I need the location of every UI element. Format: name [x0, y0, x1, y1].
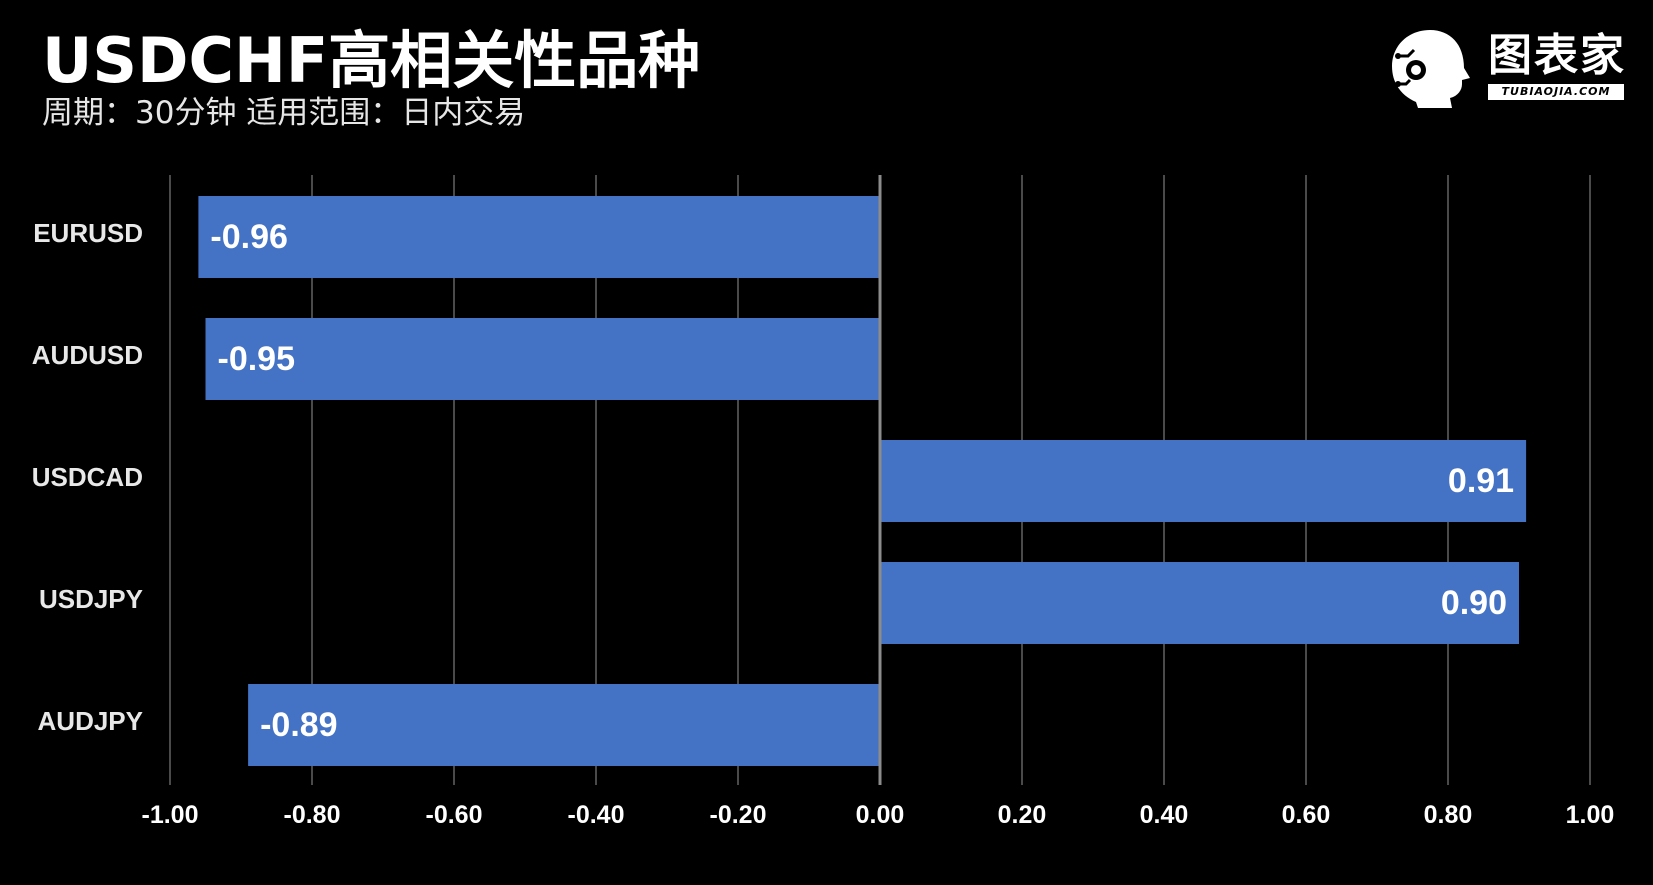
x-tick-label: -1.00 — [142, 801, 199, 829]
x-tick-label: 0.40 — [1140, 801, 1189, 829]
chart-subtitle: 周期：30分钟 适用范围：日内交易 — [42, 95, 526, 131]
data-label: -0.95 — [218, 340, 296, 378]
bar — [880, 440, 1527, 522]
x-tick-label: 0.60 — [1282, 801, 1331, 829]
x-tick-label: 0.00 — [856, 801, 905, 829]
bar — [248, 684, 881, 766]
category-label: USDCAD — [32, 462, 143, 492]
data-label: 0.91 — [1448, 462, 1514, 500]
category-label: USDJPY — [39, 584, 143, 614]
x-tick-label: 0.80 — [1424, 801, 1473, 829]
bar — [205, 318, 880, 400]
chart-title: USDCHF高相关性品种 — [42, 24, 701, 97]
bar — [880, 562, 1519, 644]
x-tick-label: -0.20 — [710, 801, 767, 829]
category-label: AUDUSD — [32, 340, 143, 370]
data-label: -0.89 — [260, 706, 338, 744]
category-label: AUDJPY — [38, 706, 143, 736]
x-tick-label: -0.60 — [426, 801, 483, 829]
bar — [198, 196, 880, 278]
category-label: EURUSD — [33, 218, 143, 248]
x-tick-label: -0.80 — [284, 801, 341, 829]
x-tick-label: -0.40 — [568, 801, 625, 829]
logo-domain: TUBIAOJIA.COM — [1488, 84, 1624, 100]
data-label: -0.96 — [210, 218, 288, 256]
robot-head-icon — [1392, 30, 1470, 108]
x-tick-label: 1.00 — [1566, 801, 1615, 829]
brand-logo: 图表家 TUBIAOJIA.COM — [1388, 26, 1628, 110]
x-tick-label: 0.20 — [998, 801, 1047, 829]
logo-name: 图表家 — [1488, 30, 1626, 81]
data-label: 0.90 — [1441, 584, 1507, 622]
